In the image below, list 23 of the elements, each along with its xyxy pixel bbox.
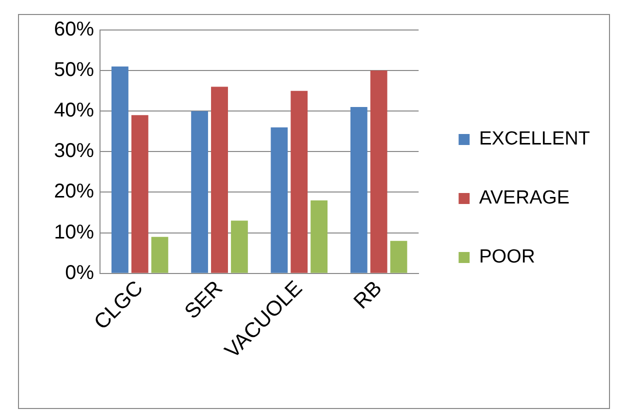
bar xyxy=(270,127,288,273)
y-tick-label: 40% xyxy=(54,100,94,122)
legend-label: EXCELLENT xyxy=(479,128,590,150)
bar xyxy=(151,236,168,273)
y-tick-label: 30% xyxy=(54,140,94,162)
bar xyxy=(111,66,128,273)
bar xyxy=(370,70,388,273)
x-tick-label: RB xyxy=(350,276,386,314)
bar xyxy=(390,240,408,273)
bar xyxy=(211,86,228,273)
legend-label: AVERAGE xyxy=(479,188,570,209)
bar xyxy=(350,107,368,273)
y-tick-label: 50% xyxy=(54,59,94,82)
y-tick-label: 0% xyxy=(65,262,94,284)
bar xyxy=(290,90,308,273)
y-tick-label: 10% xyxy=(54,221,94,244)
bar xyxy=(131,115,148,273)
y-tick-label: 60% xyxy=(54,18,94,41)
legend-label: POOR xyxy=(479,246,536,268)
bar xyxy=(191,111,208,273)
bar xyxy=(230,220,248,273)
y-tick-label: 20% xyxy=(54,180,94,203)
bar xyxy=(310,200,328,273)
